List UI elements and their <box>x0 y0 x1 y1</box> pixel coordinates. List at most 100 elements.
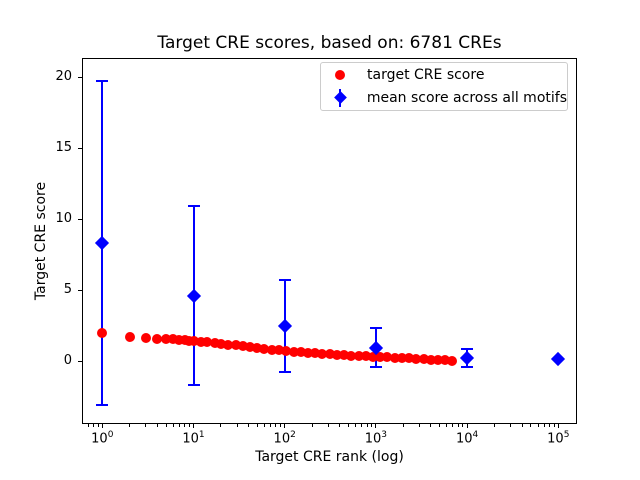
error-bar-cap <box>461 365 474 368</box>
data-point-target-score <box>302 347 313 358</box>
x-tick-label: 102 <box>273 430 296 447</box>
y-major-tick <box>78 147 82 149</box>
data-point-target-score <box>223 339 234 350</box>
data-point-target-score <box>201 337 212 348</box>
legend-item: target CRE score <box>321 65 567 85</box>
x-minor-tick <box>129 424 131 427</box>
legend-item-label: mean score across all motifs <box>366 89 567 106</box>
x-major-tick <box>466 424 468 428</box>
x-minor-tick <box>339 424 341 427</box>
data-point-target-score <box>295 347 306 358</box>
data-point-target-score <box>411 353 422 364</box>
x-minor-tick <box>87 424 89 427</box>
error-bar-cap <box>96 80 109 83</box>
data-point-target-score <box>97 328 108 339</box>
data-point-target-score <box>124 332 135 343</box>
y-tick-label: 5 <box>63 282 72 297</box>
data-point-target-score <box>281 346 292 357</box>
data-point-target-score <box>404 353 415 364</box>
x-major-tick <box>557 424 559 428</box>
circle-icon <box>335 70 345 81</box>
data-point-target-score <box>425 354 436 365</box>
data-point-target-score <box>382 352 393 363</box>
data-point-target-score <box>215 338 226 349</box>
data-point-target-score <box>209 337 220 348</box>
data-point-target-score <box>274 345 285 356</box>
x-tick-label: 100 <box>91 430 114 447</box>
data-point-target-score <box>238 341 249 352</box>
x-minor-tick <box>145 424 147 427</box>
x-minor-tick <box>165 424 167 427</box>
x-minor-tick <box>543 424 545 427</box>
y-tick-label: 0 <box>63 353 72 368</box>
x-minor-tick <box>537 424 539 427</box>
x-minor-tick <box>220 424 222 427</box>
y-major-tick <box>78 218 82 220</box>
error-bar-cap <box>461 348 474 351</box>
x-tick-label: 104 <box>455 430 479 447</box>
x-minor-tick <box>439 424 441 427</box>
x-minor-tick <box>236 424 238 427</box>
x-minor-tick <box>263 424 265 427</box>
y-tick-label: 10 <box>55 211 72 226</box>
data-point-target-score <box>168 334 179 345</box>
x-minor-tick <box>355 424 357 427</box>
x-minor-tick <box>256 424 258 427</box>
data-point-target-score <box>339 350 350 361</box>
data-point-target-score <box>346 350 357 361</box>
x-minor-tick <box>452 424 454 427</box>
x-major-tick <box>101 424 103 428</box>
data-point-target-score <box>188 335 199 346</box>
x-minor-tick <box>92 424 94 427</box>
x-minor-tick <box>494 424 496 427</box>
x-minor-tick <box>327 424 329 427</box>
data-point-target-score <box>310 348 321 359</box>
x-tick-label: 101 <box>182 430 205 447</box>
data-point-target-score <box>195 336 206 347</box>
data-point-target-score <box>324 349 335 360</box>
x-minor-tick <box>311 424 313 427</box>
error-bar-cap <box>187 384 200 387</box>
legend: target CRE score mean score across all mo… <box>320 62 568 111</box>
x-tick-label: 105 <box>547 430 570 447</box>
data-point-target-score <box>375 351 386 362</box>
x-minor-tick <box>247 424 249 427</box>
data-point-target-score <box>353 351 364 362</box>
data-point-target-score <box>360 351 371 362</box>
data-point-target-score <box>161 333 172 344</box>
data-point-target-score <box>252 342 263 353</box>
data-point-target-score <box>288 346 299 357</box>
data-point-target-score <box>245 342 256 353</box>
x-tick-label: 103 <box>364 430 388 447</box>
x-minor-tick <box>172 424 174 427</box>
data-point-target-score <box>389 352 400 363</box>
x-minor-tick <box>510 424 512 427</box>
x-major-tick <box>284 424 286 428</box>
legend-item: mean score across all motifs <box>321 88 567 108</box>
x-minor-tick <box>184 424 186 427</box>
data-point-target-score <box>418 354 429 365</box>
error-bar-cap <box>278 371 291 374</box>
x-minor-tick <box>280 424 282 427</box>
x-minor-tick <box>446 424 448 427</box>
x-minor-tick <box>530 424 532 427</box>
y-major-tick <box>78 76 82 78</box>
data-point-target-score <box>266 344 277 355</box>
x-minor-tick <box>361 424 363 427</box>
data-point-target-score <box>152 333 163 344</box>
x-minor-tick <box>275 424 277 427</box>
x-minor-tick <box>418 424 420 427</box>
x-major-tick <box>193 424 194 428</box>
x-minor-tick <box>553 424 555 427</box>
data-point-target-score <box>440 355 451 366</box>
data-point-target-score <box>259 343 270 354</box>
x-minor-tick <box>462 424 464 427</box>
error-bar-cap <box>96 404 109 407</box>
data-point-target-score <box>432 354 443 365</box>
x-minor-tick <box>366 424 368 427</box>
y-major-tick <box>78 360 82 362</box>
data-point-target-score <box>140 333 151 344</box>
x-minor-tick <box>188 424 190 427</box>
x-minor-tick <box>97 424 99 427</box>
